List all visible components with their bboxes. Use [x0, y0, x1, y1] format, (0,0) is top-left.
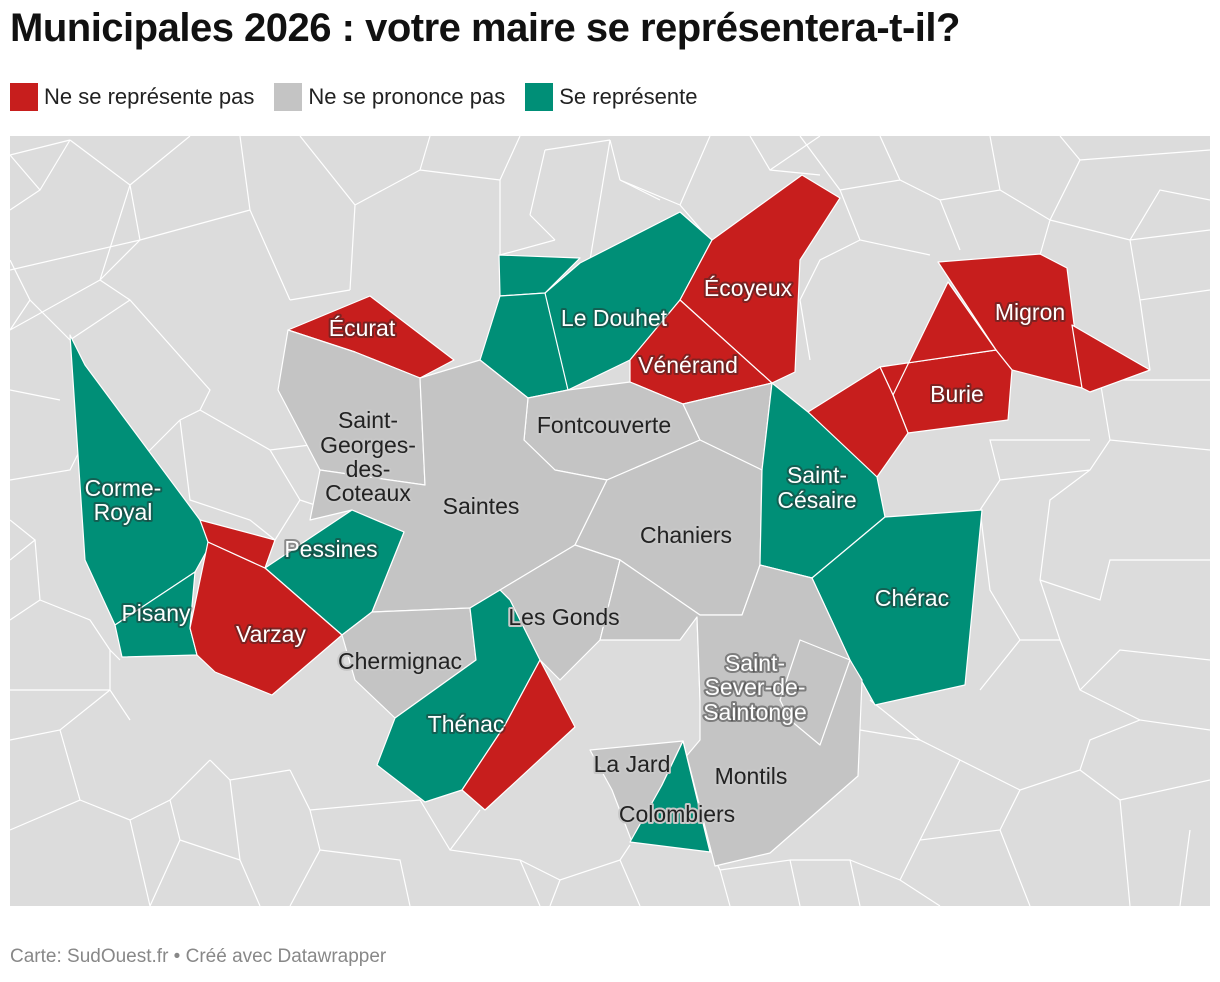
label-saint-georges-1: Saint-	[338, 407, 398, 433]
legend-swatch-green	[525, 83, 554, 111]
label-la-jard: La Jard	[594, 751, 671, 777]
label-migron: Migron	[995, 299, 1065, 325]
label-varzay: Varzay	[236, 621, 306, 647]
label-chaniers: Chaniers	[640, 522, 732, 548]
label-saint-sever-3: Saintonge	[703, 699, 807, 725]
label-chermignac: Chermignac	[338, 648, 462, 674]
legend-label-running: Se représente	[559, 84, 698, 109]
label-pessines: Pessines	[284, 536, 377, 562]
label-thenac: Thénac	[428, 711, 505, 737]
label-saint-sever-1: Saint-	[725, 650, 785, 676]
commune-montils[interactable]	[599, 559, 863, 867]
label-saint-georges-3: des-	[346, 456, 391, 482]
label-le-douhet: Le Douhet	[561, 305, 668, 331]
label-corme-royal-2: Royal	[94, 499, 153, 525]
commune-map: Écurat Le Douhet Écoyeux Vénérand Migron…	[10, 136, 1210, 906]
legend-item-running: Se représente	[525, 83, 697, 111]
label-venerand: Vénérand	[638, 352, 738, 378]
label-burie: Burie	[930, 381, 984, 407]
label-colombiers: Colombiers	[619, 801, 735, 827]
label-montils: Montils	[715, 763, 788, 789]
legend-item-undecided: Ne se prononce pas	[274, 83, 505, 111]
label-ecurat: Écurat	[329, 315, 396, 341]
commune-montils-east[interactable]	[779, 639, 851, 746]
commune-thenac-south[interactable]	[461, 659, 576, 811]
commune-labels: Écurat Le Douhet Écoyeux Vénérand Migron…	[83, 273, 1067, 829]
label-saintes: Saintes	[443, 493, 520, 519]
commune-colombiers[interactable]	[629, 740, 711, 853]
legend-label-not-running: Ne se représente pas	[44, 84, 255, 109]
label-pisany: Pisany	[121, 600, 191, 626]
label-saint-georges-2: Georges-	[320, 432, 416, 458]
label-saint-cesaire-2: Césaire	[777, 487, 856, 513]
label-corme-royal-1: Corme-	[85, 475, 162, 501]
legend-swatch-red	[10, 83, 38, 111]
legend-item-not-running: Ne se représente pas	[10, 83, 254, 111]
legend-label-undecided: Ne se prononce pas	[308, 84, 506, 109]
label-cherac: Chérac	[875, 585, 949, 611]
label-saint-georges-4: Coteaux	[325, 480, 411, 506]
footer-credit: Carte: SudOuest.fr • Créé avec Datawrapp…	[10, 946, 387, 967]
label-saint-cesaire-1: Saint-	[787, 462, 847, 488]
commune-varzay-north[interactable]	[199, 519, 276, 569]
label-ecoyeux: Écoyeux	[704, 275, 793, 301]
legend: Ne se représente pas Ne se prononce pas …	[10, 83, 717, 111]
legend-swatch-gray	[274, 83, 303, 111]
commune-corme-royal[interactable]	[69, 334, 211, 626]
commune-migron-east[interactable]	[1071, 324, 1151, 393]
label-saint-sever-2: Sever-de-	[705, 674, 806, 700]
chart-title: Municipales 2026 : votre maire se représ…	[10, 6, 960, 50]
communes	[69, 174, 1151, 867]
label-les-gonds: Les Gonds	[508, 604, 619, 630]
label-fontcouverte: Fontcouverte	[537, 412, 671, 438]
